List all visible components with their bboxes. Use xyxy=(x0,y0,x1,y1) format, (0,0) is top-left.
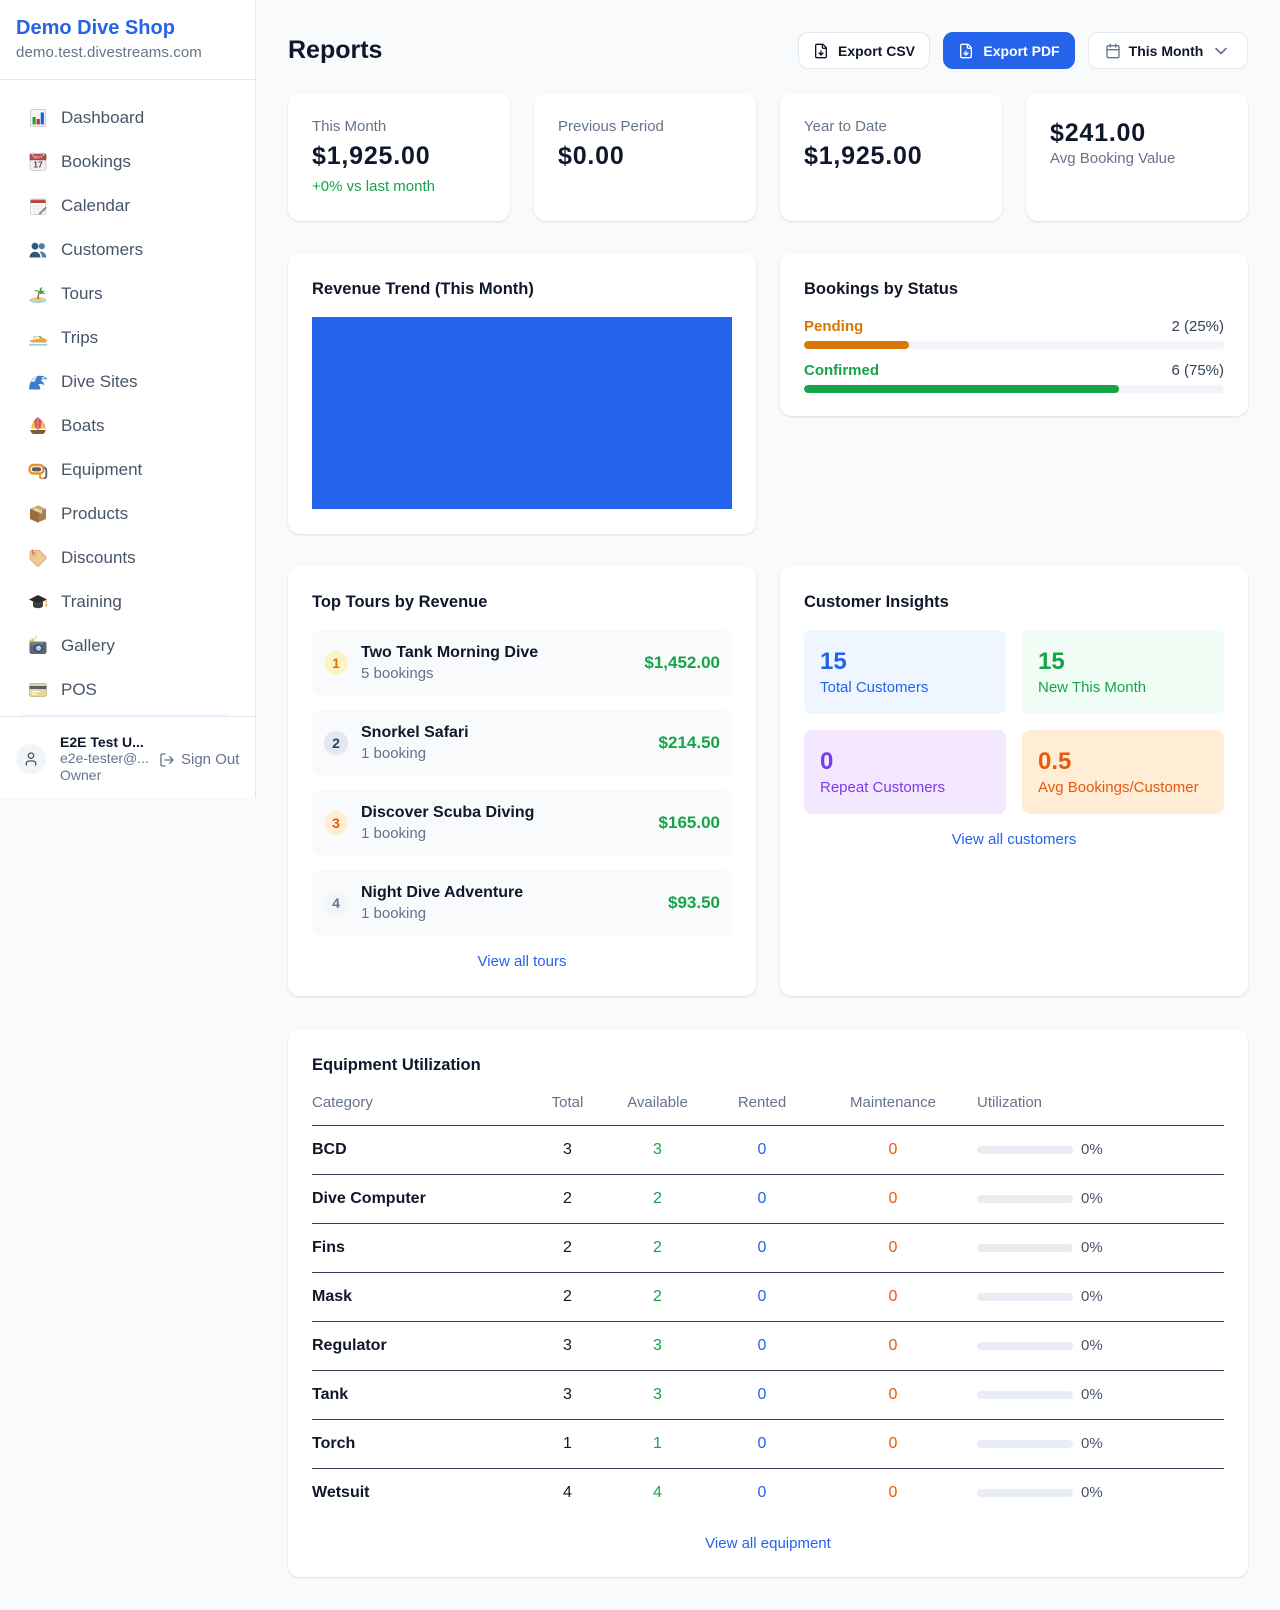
svg-text:MAY: MAY xyxy=(33,155,42,160)
svg-text:17: 17 xyxy=(33,160,43,170)
